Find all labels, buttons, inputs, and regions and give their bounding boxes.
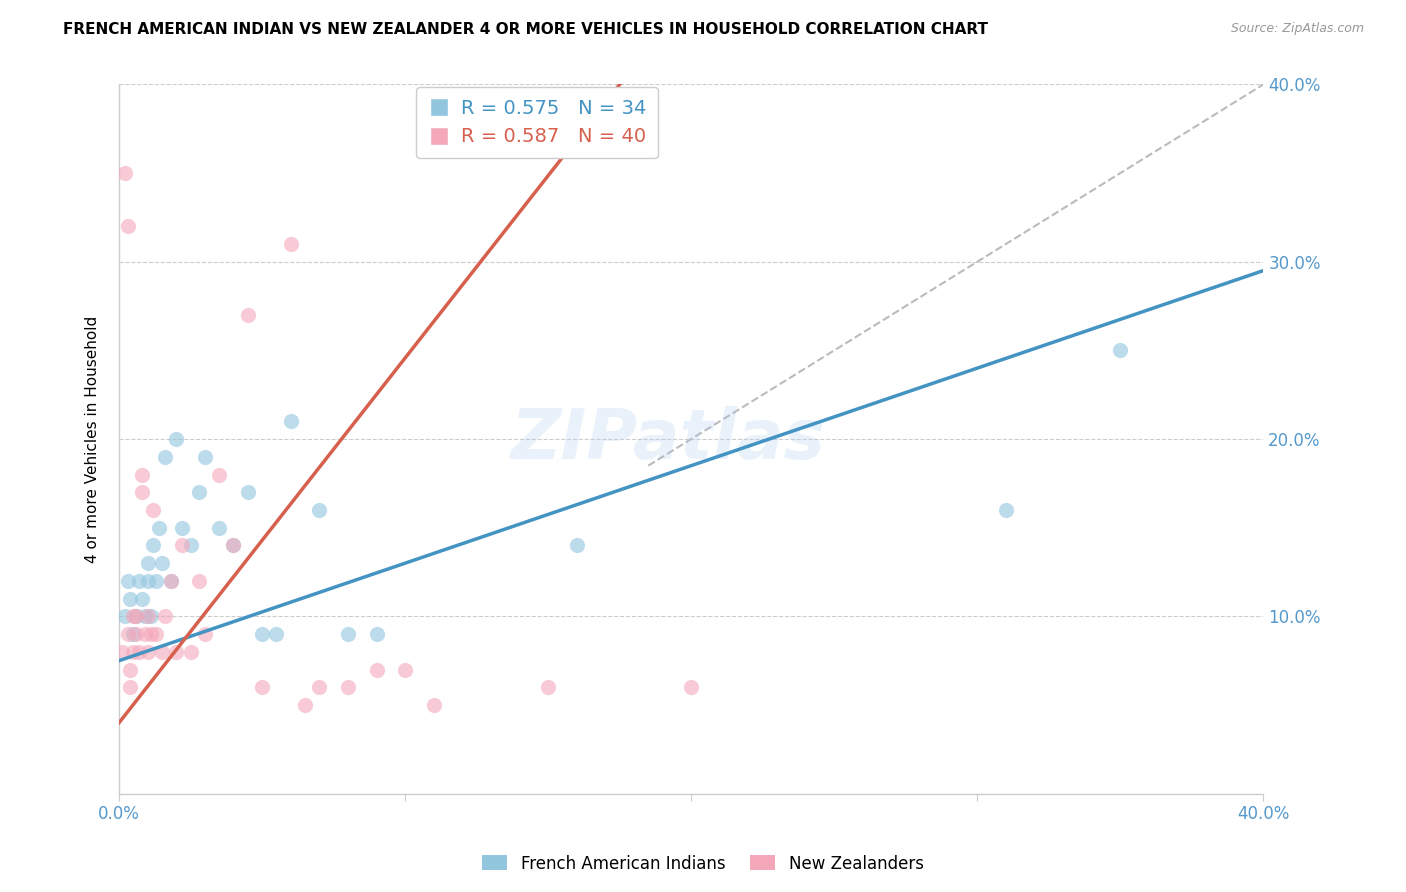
- Point: [148, 521, 170, 535]
- Point: [114, 609, 136, 624]
- Point: [681, 681, 703, 695]
- Point: [125, 609, 148, 624]
- Point: [250, 681, 273, 695]
- Point: [122, 627, 145, 641]
- Point: [134, 609, 156, 624]
- Point: [142, 538, 165, 552]
- Point: [136, 609, 159, 624]
- Point: [366, 663, 388, 677]
- Point: [222, 538, 245, 552]
- Point: [125, 627, 148, 641]
- Point: [280, 237, 302, 252]
- Point: [180, 645, 202, 659]
- Point: [120, 591, 142, 606]
- Text: ZIPatlas: ZIPatlas: [510, 406, 825, 473]
- Point: [159, 574, 181, 588]
- Text: FRENCH AMERICAN INDIAN VS NEW ZEALANDER 4 OR MORE VEHICLES IN HOUSEHOLD CORRELAT: FRENCH AMERICAN INDIAN VS NEW ZEALANDER …: [63, 22, 988, 37]
- Point: [120, 681, 142, 695]
- Point: [150, 645, 173, 659]
- Y-axis label: 4 or more Vehicles in Household: 4 or more Vehicles in Household: [86, 316, 100, 563]
- Point: [122, 645, 145, 659]
- Point: [1109, 343, 1132, 358]
- Point: [565, 538, 588, 552]
- Point: [136, 556, 159, 570]
- Point: [120, 663, 142, 677]
- Point: [111, 645, 134, 659]
- Point: [159, 574, 181, 588]
- Point: [250, 627, 273, 641]
- Point: [165, 432, 187, 446]
- Point: [153, 609, 176, 624]
- Point: [994, 503, 1017, 517]
- Point: [170, 521, 193, 535]
- Point: [114, 166, 136, 180]
- Point: [422, 698, 444, 712]
- Point: [170, 538, 193, 552]
- Point: [142, 503, 165, 517]
- Point: [139, 609, 162, 624]
- Point: [134, 627, 156, 641]
- Point: [308, 503, 330, 517]
- Point: [125, 609, 148, 624]
- Point: [236, 485, 259, 500]
- Point: [188, 485, 211, 500]
- Point: [180, 538, 202, 552]
- Point: [117, 219, 139, 234]
- Point: [139, 627, 162, 641]
- Point: [208, 467, 231, 482]
- Point: [131, 591, 153, 606]
- Point: [131, 467, 153, 482]
- Point: [336, 681, 359, 695]
- Text: Source: ZipAtlas.com: Source: ZipAtlas.com: [1230, 22, 1364, 36]
- Point: [122, 609, 145, 624]
- Point: [394, 663, 416, 677]
- Point: [145, 574, 167, 588]
- Point: [537, 681, 560, 695]
- Point: [266, 627, 288, 641]
- Legend: R = 0.575   N = 34, R = 0.587   N = 40: R = 0.575 N = 34, R = 0.587 N = 40: [416, 87, 658, 158]
- Point: [117, 627, 139, 641]
- Point: [280, 414, 302, 428]
- Point: [222, 538, 245, 552]
- Point: [194, 627, 217, 641]
- Legend: French American Indians, New Zealanders: French American Indians, New Zealanders: [475, 848, 931, 880]
- Point: [136, 574, 159, 588]
- Point: [117, 574, 139, 588]
- Point: [308, 681, 330, 695]
- Point: [128, 645, 150, 659]
- Point: [194, 450, 217, 464]
- Point: [131, 485, 153, 500]
- Point: [336, 627, 359, 641]
- Point: [128, 574, 150, 588]
- Point: [136, 645, 159, 659]
- Point: [145, 627, 167, 641]
- Point: [366, 627, 388, 641]
- Point: [153, 450, 176, 464]
- Point: [208, 521, 231, 535]
- Point: [188, 574, 211, 588]
- Point: [294, 698, 316, 712]
- Point: [150, 556, 173, 570]
- Point: [165, 645, 187, 659]
- Point: [236, 308, 259, 322]
